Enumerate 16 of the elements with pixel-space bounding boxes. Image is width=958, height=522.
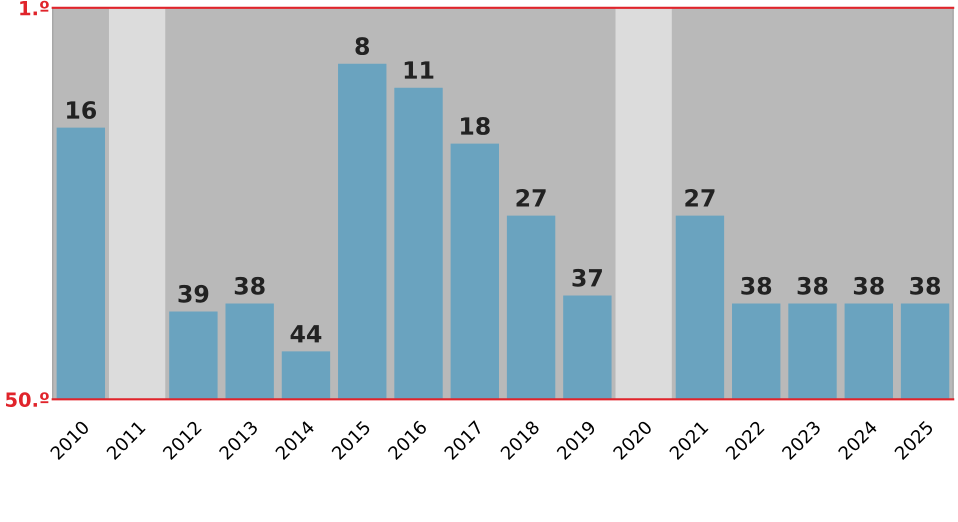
data-label: 38 [798, 276, 828, 295]
data-label: 11 [404, 61, 434, 79]
y-tick-label: 1.º [20, 0, 49, 16]
data-label: 8 [355, 37, 369, 56]
data-label: 44 [290, 325, 322, 342]
data-label: 39 [178, 284, 208, 303]
data-label: 27 [516, 188, 546, 206]
data-label: 18 [461, 117, 490, 135]
data-label: 38 [910, 276, 940, 295]
data-label: 38 [234, 276, 265, 295]
data-label: 37 [572, 268, 602, 287]
data-label: 38 [854, 276, 884, 295]
data-label: 38 [741, 276, 772, 295]
data-label: 27 [685, 188, 714, 206]
y-tick-label: 50.º [6, 392, 49, 407]
data-label: 16 [67, 101, 96, 119]
